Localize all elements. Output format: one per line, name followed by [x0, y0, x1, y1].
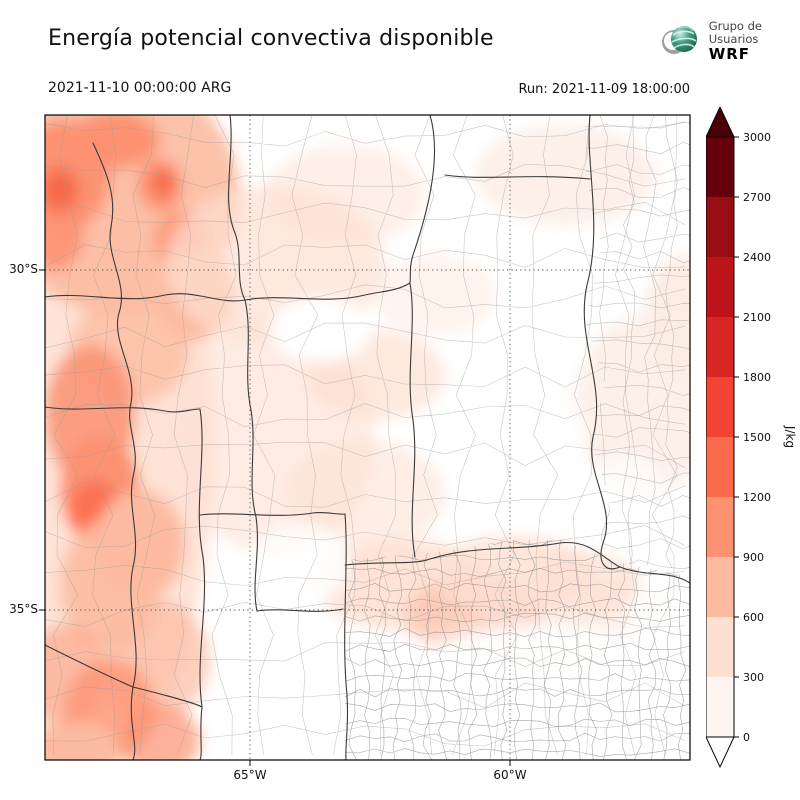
xtick-60w: 60°W [493, 768, 527, 782]
colorbar-segment [706, 617, 734, 677]
province-boundaries-layer [45, 115, 690, 760]
colorbar-segment [706, 377, 734, 437]
svg-text:1800: 1800 [743, 371, 771, 384]
colorbar-segment [706, 137, 734, 197]
colorbar-segment [706, 317, 734, 377]
graticule-layer [45, 115, 690, 760]
department-boundaries-layer [45, 115, 690, 760]
svg-text:900: 900 [743, 551, 764, 564]
svg-text:2700: 2700 [743, 191, 771, 204]
cape-shading-layer [45, 115, 690, 760]
colorbar-segment [706, 497, 734, 557]
ytick-35s: 35°S [9, 602, 38, 616]
logo-text: Grupo de Usuarios WRF [708, 19, 762, 64]
colorbar-under-arrow [705, 736, 735, 769]
colorbar-segment [706, 257, 734, 317]
svg-text:600: 600 [743, 611, 764, 624]
logo-line-1: Grupo de [708, 19, 762, 33]
cape-map-canvas [39, 114, 691, 766]
colorbar-tick-labels: 3000 2700 2400 2100 1800 1500 1200 900 6… [743, 131, 771, 744]
svg-text:3000: 3000 [743, 131, 771, 144]
svg-text:1200: 1200 [743, 491, 771, 504]
colorbar-units-label: J/kg [783, 425, 797, 448]
logo-line-3: WRF [708, 45, 751, 64]
svg-text:300: 300 [743, 671, 764, 684]
globe-icon [660, 21, 702, 63]
colorbar-tick-marks [734, 136, 739, 738]
colorbar-segment [706, 557, 734, 617]
svg-text:1500: 1500 [743, 431, 771, 444]
ytick-30s: 30°S [9, 262, 38, 276]
svg-text:2100: 2100 [743, 311, 771, 324]
valid-time-label: 2021-11-10 00:00:00 ARG [48, 80, 232, 96]
colorbar-segment [706, 437, 734, 497]
svg-text:2400: 2400 [743, 251, 771, 264]
colorbar: 3000 2700 2400 2100 1800 1500 1200 900 6… [705, 105, 798, 789]
map-frame [44, 114, 691, 761]
svg-text:0: 0 [743, 731, 750, 744]
axis-ticks [39, 269, 511, 766]
run-time-label: Run: 2021-11-09 18:00:00 [518, 82, 690, 97]
logo-line-2: Usuarios [708, 32, 759, 47]
wrf-users-group-logo: Grupo de Usuarios WRF [660, 19, 762, 64]
colorbar-over-arrow [705, 105, 735, 138]
xtick-65w: 65°W [233, 768, 267, 782]
cape-map [39, 114, 691, 766]
page-title: Energía potencial convectiva disponible [48, 26, 494, 51]
colorbar-segment [706, 197, 734, 257]
colorbar-segment [706, 677, 734, 737]
